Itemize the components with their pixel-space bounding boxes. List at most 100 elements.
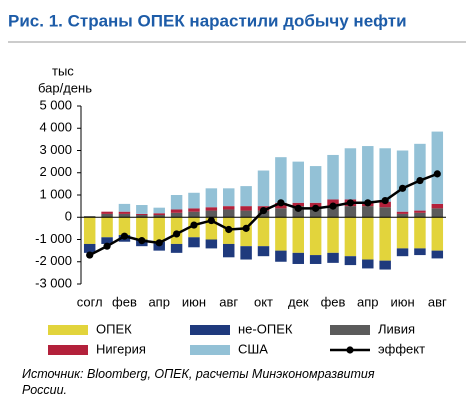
legend-label: Нигерия (96, 341, 146, 356)
effect-point (433, 170, 441, 178)
effect-point (364, 199, 372, 207)
y-tick-label: -1 000 (35, 231, 72, 246)
effect-point (225, 225, 233, 234)
bar-segment (327, 206, 339, 218)
bar-segment (414, 248, 426, 256)
bar-segment (223, 209, 235, 218)
y-tick-label: -2 000 (35, 253, 72, 268)
effect-point (242, 224, 250, 232)
effect-point (398, 184, 407, 192)
bar-segment (118, 213, 131, 218)
legend-label: ОПЕК (96, 321, 132, 336)
bar-segment (205, 210, 218, 218)
bar-segment (396, 150, 409, 212)
bar-segment (344, 148, 357, 200)
bar-segment (362, 206, 374, 218)
bar-segment (362, 259, 374, 269)
x-tick-label: апр (357, 294, 379, 309)
bar-segment (396, 211, 409, 214)
effect-point (86, 251, 94, 259)
bar-segment (327, 252, 339, 263)
legend-label: эффект (378, 341, 425, 356)
legend-label: Ливия (378, 321, 415, 336)
chart-title: Рис. 1. Страны ОПЕК нарастили добычу неф… (8, 11, 407, 30)
bar-segment (188, 211, 200, 218)
bar-segment (431, 250, 444, 259)
effect-point (103, 242, 111, 250)
bar-segment (240, 246, 252, 260)
y-label: тыс (52, 63, 74, 78)
bar-segment (153, 213, 165, 216)
bar-segment (309, 217, 322, 256)
bar-segment (396, 213, 409, 218)
x-tick-label: апр (148, 294, 170, 309)
x-tick-label: фев (112, 294, 137, 309)
bar-segment (257, 246, 270, 257)
effect-point (277, 199, 285, 207)
legend-swatch (346, 346, 354, 354)
effect-point (120, 232, 129, 240)
bar-segment (414, 217, 426, 249)
effect-point (190, 221, 198, 229)
legend-swatch (190, 345, 230, 355)
x-tick-label: окт (254, 294, 273, 309)
bar-segment (431, 131, 444, 204)
bar-segment (153, 215, 165, 218)
effect-point (172, 230, 181, 238)
bar-segment (153, 217, 165, 242)
bar-segment (275, 208, 287, 218)
bar-segment (292, 217, 304, 253)
bar-segment (118, 203, 131, 212)
bar-segment (379, 148, 391, 202)
bar-segment (101, 237, 113, 244)
legend-swatch (330, 325, 370, 335)
legend-swatch (48, 345, 88, 355)
bar-segment (136, 205, 148, 214)
y-tick-label: 0 (65, 209, 72, 224)
y-tick-label: 2 000 (39, 164, 72, 179)
effect-point (329, 202, 337, 210)
y-tick-label: 5 000 (39, 97, 72, 112)
bar-segment (414, 212, 426, 218)
bar-segment (170, 243, 183, 253)
legend-swatch (190, 325, 230, 335)
bar-segment (240, 206, 252, 211)
x-tick-label: согл (77, 294, 103, 309)
y-tick-label: 1 000 (39, 186, 72, 201)
legend-label: не-ОПЕК (238, 321, 293, 336)
effect-point (138, 237, 146, 245)
bar-segment (223, 188, 235, 207)
bar-segment (205, 188, 218, 208)
effect-point (155, 239, 163, 247)
source-note: Источник: Bloomberg, ОПЕК, расчеты Минэк… (22, 367, 375, 397)
bar-segment (292, 161, 304, 203)
bar-segment (188, 192, 200, 209)
bar-segment (275, 217, 287, 251)
x-tick-label: авг (219, 294, 238, 309)
bar-segment (188, 208, 200, 212)
x-tick-label: фев (321, 294, 346, 309)
effect-point (346, 199, 355, 207)
effect-point (207, 216, 215, 225)
bar-segment (275, 250, 287, 262)
bar-segment (414, 210, 426, 213)
bar-segment (188, 237, 200, 248)
bar-segment (275, 157, 287, 203)
bar-segment (83, 216, 96, 218)
bar-segment (136, 215, 148, 218)
bar-segment (396, 217, 409, 249)
bar-segment (309, 166, 322, 203)
effect-point (312, 204, 320, 212)
bar-segment (170, 209, 183, 213)
bar-segment (101, 217, 113, 238)
bar-segment (240, 210, 252, 218)
bar-segment (136, 213, 148, 216)
bar-segment (379, 260, 391, 270)
bar-segment (118, 211, 131, 214)
x-tick-label: июн (390, 294, 414, 309)
y-label: бар/день (38, 80, 92, 95)
bar-segment (257, 217, 270, 247)
bar-segment (327, 154, 339, 200)
